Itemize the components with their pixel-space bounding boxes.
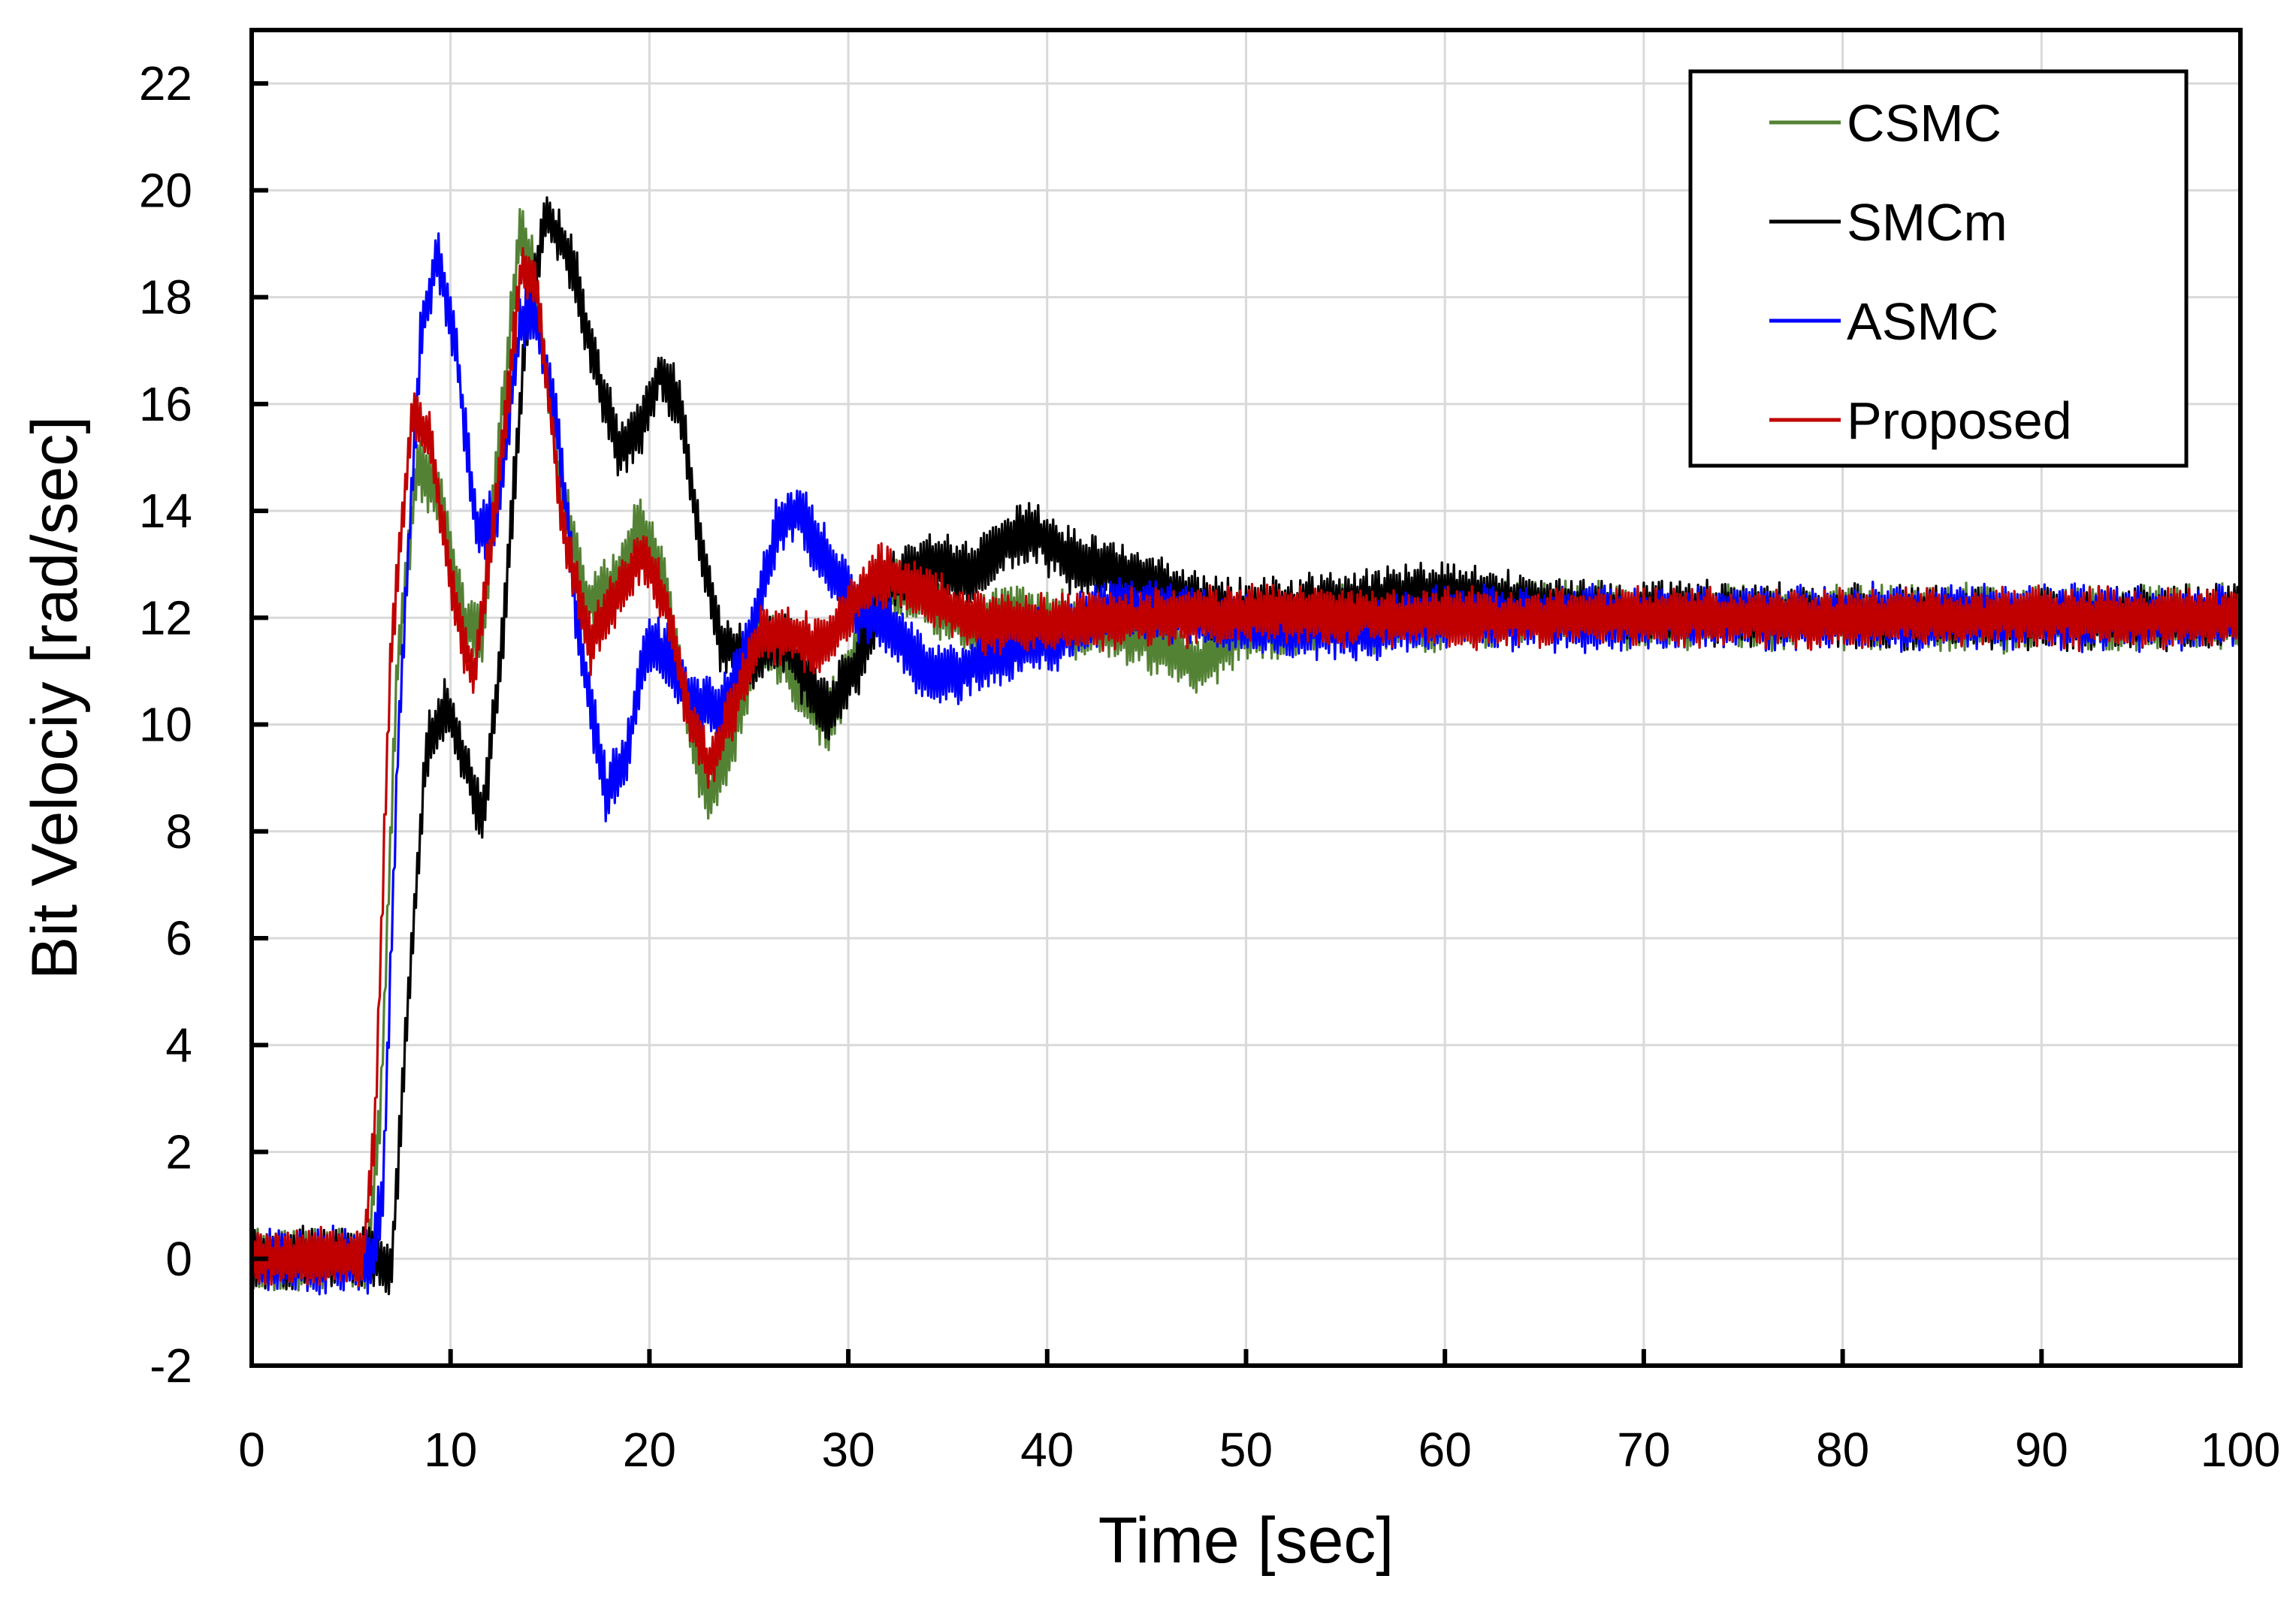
x-tick-label: 40: [1020, 1423, 1074, 1477]
x-tick-label: 50: [1219, 1423, 1273, 1477]
plot-series: [250, 196, 2242, 1296]
series-proposed-line: [250, 246, 2242, 1288]
y-tick-label: 14: [139, 484, 192, 538]
y-tick-label: 16: [139, 377, 192, 431]
y-axis-title: Bit Velociy [rad/sec]: [19, 416, 91, 980]
y-tick-label: 8: [165, 805, 192, 859]
x-tick-label: 80: [1816, 1423, 1869, 1477]
x-tick-label: 10: [424, 1423, 477, 1477]
y-tick-label: 6: [165, 911, 192, 965]
y-tick-label: 20: [139, 163, 192, 217]
legend-box: [1688, 69, 2189, 468]
y-tick-labels: -2 0 2 4 6 8 10 12 14 16 18 20 22: [139, 56, 192, 1393]
y-tick-label: 12: [139, 590, 192, 645]
y-tick-label: 0: [165, 1232, 192, 1286]
x-axis-title: Time [sec]: [1098, 1505, 1394, 1577]
x-tick-label: 70: [1617, 1423, 1670, 1477]
x-tick-label: 100: [2201, 1423, 2281, 1477]
legend: CSMC SMCm ASMC Proposed: [1688, 69, 2189, 468]
y-tick-label: 18: [139, 270, 192, 325]
y-tick-label: -2: [150, 1339, 192, 1393]
x-tick-label: 60: [1418, 1423, 1472, 1477]
legend-label-csmc: CSMC: [1847, 94, 2001, 152]
y-tick-label: 2: [165, 1125, 192, 1179]
y-tick-label: 4: [165, 1018, 192, 1072]
axis-ticks: [249, 81, 2243, 1368]
x-tick-label: 20: [623, 1423, 676, 1477]
x-tick-label: 30: [822, 1423, 875, 1477]
y-tick-label: 22: [139, 56, 192, 110]
legend-label-smcm: SMCm: [1847, 193, 2007, 252]
x-tick-label: 0: [238, 1423, 265, 1477]
x-tick-label: 90: [2015, 1423, 2068, 1477]
y-tick-label: 10: [139, 698, 192, 752]
legend-label-asmc: ASMC: [1847, 292, 1998, 351]
x-tick-labels: 0 10 20 30 40 50 60 70 80 90 100: [238, 1423, 2280, 1477]
series-asmc-line: [250, 232, 2242, 1296]
legend-label-proposed: Proposed: [1847, 391, 2072, 450]
